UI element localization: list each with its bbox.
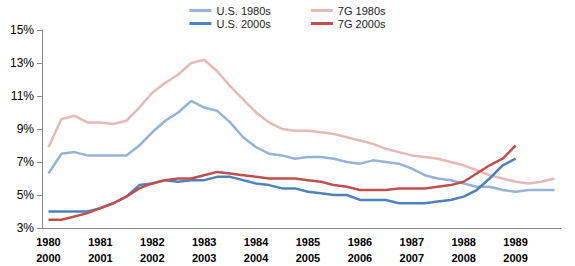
svg-text:1989: 1989 — [503, 236, 527, 248]
svg-text:2008: 2008 — [451, 252, 475, 264]
svg-text:2000: 2000 — [36, 252, 60, 264]
svg-text:1986: 1986 — [348, 236, 372, 248]
svg-text:7G 2000s: 7G 2000s — [338, 18, 386, 30]
svg-text:5%: 5% — [17, 188, 35, 202]
svg-text:2006: 2006 — [348, 252, 372, 264]
svg-text:1988: 1988 — [451, 236, 475, 248]
svg-text:9%: 9% — [17, 122, 35, 136]
svg-text:7%: 7% — [17, 155, 35, 169]
svg-text:1987: 1987 — [400, 236, 424, 248]
svg-text:2001: 2001 — [88, 252, 112, 264]
svg-text:2009: 2009 — [503, 252, 527, 264]
svg-text:1983: 1983 — [192, 236, 216, 248]
svg-text:13%: 13% — [10, 56, 34, 70]
svg-text:2007: 2007 — [400, 252, 424, 264]
svg-text:1982: 1982 — [140, 236, 164, 248]
svg-text:7G 1980s: 7G 1980s — [338, 5, 386, 17]
svg-text:2003: 2003 — [192, 252, 216, 264]
svg-text:1984: 1984 — [244, 236, 269, 248]
svg-text:2005: 2005 — [296, 252, 320, 264]
svg-text:1981: 1981 — [88, 236, 112, 248]
svg-text:3%: 3% — [17, 221, 35, 235]
svg-text:15%: 15% — [10, 23, 34, 37]
svg-text:U.S. 2000s: U.S. 2000s — [216, 18, 271, 30]
svg-text:11%: 11% — [11, 89, 34, 103]
svg-text:1985: 1985 — [296, 236, 320, 248]
svg-text:2002: 2002 — [140, 252, 164, 264]
svg-text:1980: 1980 — [36, 236, 60, 248]
svg-text:U.S. 1980s: U.S. 1980s — [216, 5, 271, 17]
svg-text:2004: 2004 — [244, 252, 269, 264]
